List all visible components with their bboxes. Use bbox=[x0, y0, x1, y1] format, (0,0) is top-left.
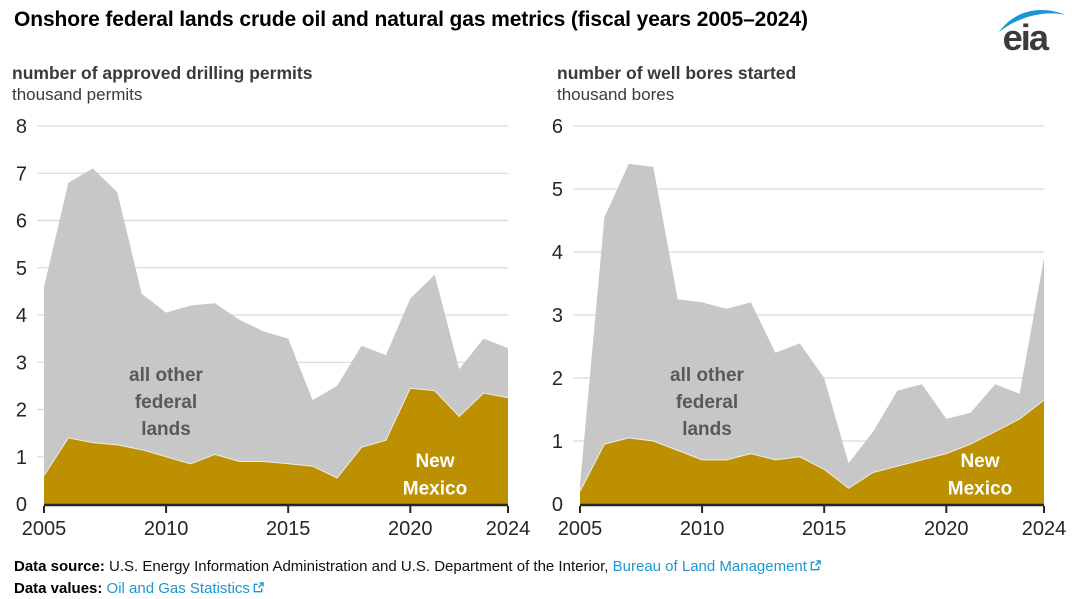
blm-link[interactable]: Bureau of Land Management bbox=[613, 558, 807, 575]
svg-text:3: 3 bbox=[16, 352, 27, 374]
data-values-line: Data values: Oil and Gas Statistics bbox=[14, 578, 1080, 599]
svg-text:2: 2 bbox=[16, 400, 27, 422]
bores-chart-units: thousand bores bbox=[557, 84, 1080, 105]
svg-text:2020: 2020 bbox=[924, 518, 969, 540]
svg-text:2015: 2015 bbox=[802, 518, 847, 540]
svg-text:New: New bbox=[415, 451, 454, 472]
footer: Data source: U.S. Energy Information Adm… bbox=[0, 552, 1080, 599]
svg-text:4: 4 bbox=[16, 305, 27, 327]
eia-logo-text: eia bbox=[1003, 17, 1050, 53]
external-link-icon bbox=[253, 582, 264, 593]
svg-text:federal: federal bbox=[135, 392, 197, 413]
eia-logo: eia bbox=[996, 6, 1068, 53]
svg-text:2024: 2024 bbox=[486, 518, 531, 540]
svg-text:lands: lands bbox=[682, 419, 732, 440]
permits-chart-title: number of approved drilling permits bbox=[12, 62, 540, 84]
svg-text:5: 5 bbox=[16, 258, 27, 280]
svg-text:6: 6 bbox=[552, 116, 563, 138]
svg-text:3: 3 bbox=[552, 305, 563, 327]
svg-text:2005: 2005 bbox=[22, 518, 67, 540]
header: Onshore federal lands crude oil and natu… bbox=[0, 0, 1080, 53]
svg-text:all other: all other bbox=[129, 365, 204, 386]
svg-text:2015: 2015 bbox=[266, 518, 311, 540]
svg-text:4: 4 bbox=[552, 242, 563, 264]
bores-chart-title: number of well bores started bbox=[557, 62, 1080, 84]
page-title: Onshore federal lands crude oil and natu… bbox=[14, 8, 808, 32]
svg-text:Mexico: Mexico bbox=[403, 479, 467, 500]
svg-text:1: 1 bbox=[16, 447, 27, 469]
data-source-text: U.S. Energy Information Administration a… bbox=[109, 558, 608, 575]
svg-text:7: 7 bbox=[16, 163, 27, 185]
oil-gas-statistics-link[interactable]: Oil and Gas Statistics bbox=[107, 580, 250, 597]
permits-chart-units: thousand permits bbox=[12, 84, 540, 105]
svg-text:2010: 2010 bbox=[144, 518, 189, 540]
permits-chart: 0 1 2 3 4 5 6 7 8 2005 2010 2015 2020 2024 all other fe… bbox=[8, 106, 536, 552]
svg-text:2020: 2020 bbox=[388, 518, 433, 540]
data-values-label: Data values: bbox=[14, 580, 102, 597]
svg-text:New: New bbox=[960, 451, 999, 472]
svg-text:0: 0 bbox=[552, 494, 563, 516]
svg-text:2024: 2024 bbox=[1022, 518, 1067, 540]
external-link-icon bbox=[810, 560, 821, 571]
svg-text:Mexico: Mexico bbox=[948, 479, 1012, 500]
svg-text:0: 0 bbox=[16, 494, 27, 516]
svg-text:5: 5 bbox=[552, 179, 563, 201]
svg-text:federal: federal bbox=[676, 392, 738, 413]
permits-chart-block: number of approved drilling permits thou… bbox=[0, 62, 540, 552]
bores-chart: 0 1 2 3 4 5 6 2005 2010 2015 2020 2024 all other fede… bbox=[544, 106, 1072, 552]
permits-chart-head: number of approved drilling permits thou… bbox=[0, 62, 540, 105]
svg-text:2: 2 bbox=[552, 368, 563, 390]
svg-text:8: 8 bbox=[16, 116, 27, 138]
svg-text:6: 6 bbox=[16, 211, 27, 233]
svg-text:2005: 2005 bbox=[558, 518, 603, 540]
data-source-label: Data source: bbox=[14, 558, 105, 575]
svg-text:lands: lands bbox=[141, 419, 191, 440]
charts-row: number of approved drilling permits thou… bbox=[0, 62, 1080, 552]
bores-chart-block: number of well bores started thousand bo… bbox=[540, 62, 1080, 552]
bores-chart-head: number of well bores started thousand bo… bbox=[540, 62, 1080, 105]
svg-text:2010: 2010 bbox=[680, 518, 725, 540]
data-source-line: Data source: U.S. Energy Information Adm… bbox=[14, 556, 1080, 578]
svg-text:all other: all other bbox=[670, 365, 745, 386]
svg-text:1: 1 bbox=[552, 431, 563, 453]
